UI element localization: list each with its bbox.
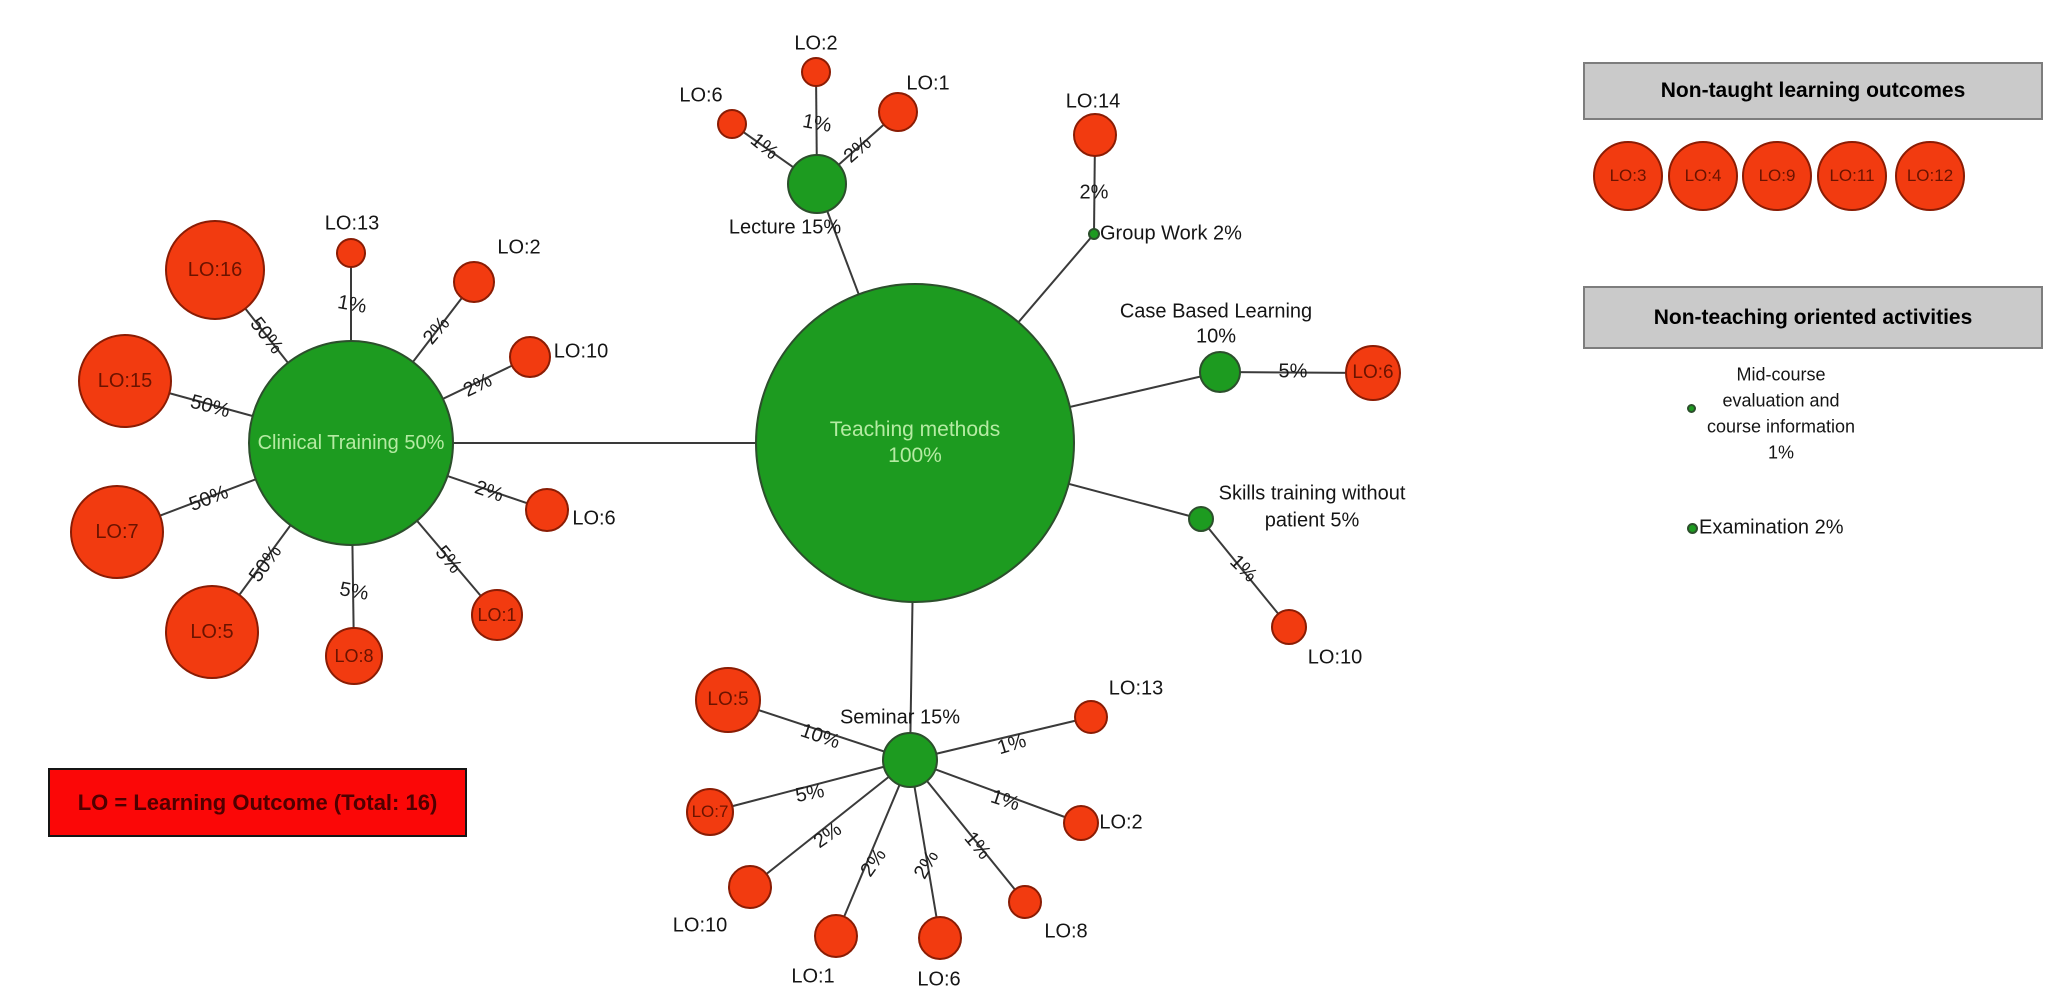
nontaught-lo3-label: LO:3 bbox=[1609, 166, 1647, 185]
seminar-lo7-node: LO:7 bbox=[686, 788, 734, 836]
clinical-lo8-label: LO:8 bbox=[334, 645, 374, 666]
non-taught-header: Non-taught learning outcomes bbox=[1583, 62, 2043, 120]
seminar-lo10-node bbox=[728, 865, 772, 909]
legend-text: LO = Learning Outcome (Total: 16) bbox=[77, 789, 438, 815]
seminar-lo13-label: LO:13 bbox=[1108, 677, 1164, 700]
edge-label-lecture-lo2: 1% bbox=[800, 110, 834, 137]
seminar-lo5-label: LO:5 bbox=[707, 689, 749, 710]
group-lo14-node bbox=[1073, 113, 1117, 157]
group-work-dot bbox=[1088, 228, 1100, 240]
seminar-node bbox=[882, 732, 938, 788]
cbl-lo6-label: LO:6 bbox=[1352, 362, 1394, 383]
seminar-lo2-label: LO:2 bbox=[1099, 811, 1143, 834]
mid-course-line3: course information bbox=[1706, 416, 1856, 437]
teaching-methods-percent: 100% bbox=[888, 444, 942, 467]
skills-training-label-line1: Skills training without bbox=[1218, 482, 1406, 505]
skills-training-dot bbox=[1188, 506, 1214, 532]
seminar-lo1-label: LO:1 bbox=[791, 965, 835, 988]
clinical-lo7-label: LO:7 bbox=[95, 520, 139, 543]
clinical-lo15-label: LO:15 bbox=[97, 369, 153, 392]
clinical-lo16-node: LO:16 bbox=[165, 220, 265, 320]
clinical-lo1-label: LO:1 bbox=[477, 604, 517, 625]
seminar-lo8-label: LO:8 bbox=[1044, 920, 1088, 943]
clinical-lo16-label: LO:16 bbox=[187, 258, 243, 281]
clinical-lo8-node: LO:8 bbox=[325, 627, 383, 685]
nontaught-lo9-label: LO:9 bbox=[1758, 166, 1796, 185]
nontaught-lo12-label: LO:12 bbox=[1906, 166, 1954, 185]
edge-label-clinical-lo13: 1% bbox=[335, 291, 369, 318]
lecture-label: Lecture 15% bbox=[728, 216, 842, 239]
case-based-learning-percent: 10% bbox=[1195, 325, 1237, 348]
nontaught-lo3-node: LO:3 bbox=[1593, 141, 1663, 211]
teaching-methods-label: Teaching methods bbox=[829, 418, 1001, 441]
mid-course-line1: Mid-course bbox=[1736, 364, 1826, 385]
clinical-lo13-node bbox=[336, 238, 366, 268]
teaching-methods-node: Teaching methods 100% bbox=[755, 283, 1075, 603]
mid-course-line2: evaluation and bbox=[1722, 390, 1840, 411]
group-work-label: Group Work 2% bbox=[1100, 222, 1242, 245]
lecture-lo1-label: LO:1 bbox=[906, 72, 950, 95]
non-teaching-header: Non-teaching oriented activities bbox=[1583, 286, 2043, 349]
skills-lo10-node bbox=[1271, 609, 1307, 645]
skills-lo10-label: LO:10 bbox=[1307, 646, 1363, 669]
seminar-lo6-label: LO:6 bbox=[917, 968, 961, 991]
nontaught-lo12-node: LO:12 bbox=[1895, 141, 1965, 211]
nontaught-lo9-node: LO:9 bbox=[1742, 141, 1812, 211]
lecture-lo2-node bbox=[801, 57, 831, 87]
lecture-node bbox=[787, 154, 847, 214]
edge-label-clinical-lo8: 5% bbox=[337, 578, 371, 605]
nontaught-lo4-label: LO:4 bbox=[1684, 166, 1722, 185]
clinical-lo1-node: LO:1 bbox=[471, 589, 523, 641]
non-teaching-header-label: Non-teaching oriented activities bbox=[1653, 305, 1973, 329]
clinical-lo6-node bbox=[525, 488, 569, 532]
clinical-training-label: Clinical Training 50% bbox=[257, 432, 445, 454]
seminar-lo1-node bbox=[814, 914, 858, 958]
group-lo14-label: LO:14 bbox=[1065, 90, 1121, 113]
edge-label-group-lo14: 2% bbox=[1079, 181, 1109, 204]
nontaught-lo11-label: LO:11 bbox=[1829, 166, 1875, 185]
clinical-lo6-label: LO:6 bbox=[572, 507, 616, 530]
nontaught-lo4-node: LO:4 bbox=[1668, 141, 1738, 211]
seminar-lo5-node: LO:5 bbox=[695, 667, 761, 733]
seminar-lo13-node bbox=[1074, 700, 1108, 734]
lecture-lo2-label: LO:2 bbox=[794, 32, 838, 55]
mid-course-dot bbox=[1687, 404, 1696, 413]
clinical-lo5-node: LO:5 bbox=[165, 585, 259, 679]
seminar-label: Seminar 15% bbox=[839, 706, 961, 729]
edge-label-cbl-lo6: 5% bbox=[1278, 360, 1308, 383]
clinical-lo2-label: LO:2 bbox=[497, 236, 541, 259]
nontaught-lo11-node: LO:11 bbox=[1817, 141, 1887, 211]
clinical-training-node: Clinical Training 50% bbox=[248, 340, 454, 546]
lecture-lo6-label: LO:6 bbox=[679, 84, 723, 107]
clinical-lo5-label: LO:5 bbox=[190, 620, 234, 643]
lecture-lo1-node bbox=[878, 92, 918, 132]
case-based-learning-node bbox=[1199, 351, 1241, 393]
clinical-lo7-node: LO:7 bbox=[70, 485, 164, 579]
clinical-lo2-node bbox=[453, 261, 495, 303]
skills-training-label-line2: patient 5% bbox=[1264, 509, 1360, 532]
seminar-lo8-node bbox=[1008, 885, 1042, 919]
seminar-lo7-label: LO:7 bbox=[691, 802, 729, 821]
legend-box: LO = Learning Outcome (Total: 16) bbox=[48, 768, 467, 837]
seminar-lo6-node bbox=[918, 916, 962, 960]
clinical-lo15-node: LO:15 bbox=[78, 334, 172, 428]
mid-course-line4: 1% bbox=[1767, 442, 1795, 463]
non-taught-header-label: Non-taught learning outcomes bbox=[1660, 79, 1966, 102]
lecture-lo6-node bbox=[717, 109, 747, 139]
examination-dot bbox=[1687, 523, 1698, 534]
clinical-lo10-label: LO:10 bbox=[553, 340, 609, 363]
clinical-lo10-node bbox=[509, 336, 551, 378]
seminar-lo10-label: LO:10 bbox=[672, 914, 728, 937]
case-based-learning-label: Case Based Learning bbox=[1119, 300, 1313, 323]
clinical-lo13-label: LO:13 bbox=[324, 212, 380, 235]
cbl-lo6-node: LO:6 bbox=[1345, 345, 1401, 401]
examination-label: Examination 2% bbox=[1699, 516, 1844, 539]
seminar-lo2-node bbox=[1063, 805, 1099, 841]
